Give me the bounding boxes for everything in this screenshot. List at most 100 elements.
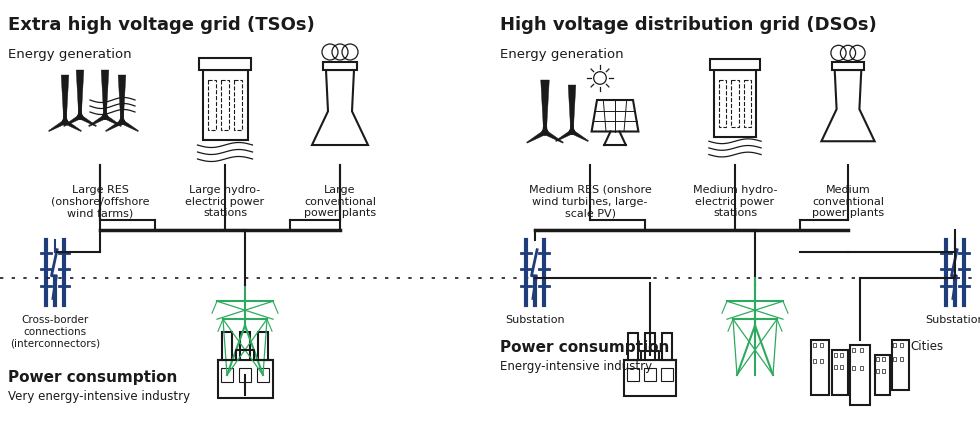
Bar [719,80,726,127]
Polygon shape [544,130,564,143]
Bar [258,332,268,360]
Polygon shape [570,113,574,132]
Polygon shape [821,70,874,141]
Bar [893,343,896,347]
Text: Medium hydro-
electric power
stations: Medium hydro- electric power stations [693,185,777,218]
Text: Cross-border
connections
(interconnectors): Cross-border connections (interconnector… [10,315,100,348]
Bar [840,353,843,357]
Bar [662,368,673,381]
Polygon shape [77,98,82,117]
Bar [628,334,638,360]
Text: Medium RES (onshore
wind turbines, large-
scale PV): Medium RES (onshore wind turbines, large… [528,185,652,218]
Circle shape [103,114,108,119]
Circle shape [542,130,548,135]
Polygon shape [79,115,96,127]
Bar [834,366,837,369]
Text: Medium
conventional
power plants: Medium conventional power plants [812,185,884,218]
Polygon shape [119,75,125,122]
Bar [812,343,815,347]
Bar [203,70,248,140]
Circle shape [63,119,68,124]
Polygon shape [76,70,84,117]
Bar [221,80,229,130]
Bar [840,366,843,369]
Bar [832,62,864,70]
Polygon shape [556,130,573,141]
Text: Very energy-intensive industry: Very energy-intensive industry [8,390,190,403]
Polygon shape [101,70,109,117]
Text: Energy generation: Energy generation [500,48,623,61]
Bar [852,366,855,370]
Polygon shape [63,103,67,122]
Text: Energy generation: Energy generation [8,48,131,61]
Polygon shape [64,115,81,127]
Bar [218,360,272,398]
Bar [710,59,760,70]
Polygon shape [526,130,546,143]
Text: Energy-intensive industry: Energy-intensive industry [500,360,652,373]
Bar [820,343,823,347]
Bar [234,80,242,130]
Bar [208,80,216,130]
Bar [624,360,676,396]
Bar [850,345,870,405]
Polygon shape [106,120,123,132]
Polygon shape [88,115,106,127]
Polygon shape [64,120,81,132]
Bar [240,332,250,360]
Polygon shape [543,111,548,132]
Bar [900,343,903,347]
Bar [257,368,269,382]
Bar [876,369,879,373]
Bar [627,368,639,381]
Bar [239,368,251,382]
Circle shape [120,119,124,124]
Bar [852,348,855,352]
Bar [874,355,890,395]
Text: Substation: Substation [925,315,980,325]
Bar [644,368,656,381]
Circle shape [569,129,574,134]
Bar [860,366,863,370]
Text: Large
conventional
power plants: Large conventional power plants [304,185,376,218]
Polygon shape [121,120,138,132]
Text: High voltage distribution grid (DSOs): High voltage distribution grid (DSOs) [500,16,877,34]
Bar [199,58,251,70]
Bar [893,357,896,361]
Bar [834,353,837,357]
Bar [713,70,757,136]
Polygon shape [103,98,107,117]
Bar [731,80,739,127]
Polygon shape [61,75,69,122]
Bar [222,332,232,360]
Bar [744,80,751,127]
Bar [900,357,903,361]
Bar [811,340,829,395]
Bar [820,359,823,363]
Bar [645,334,655,360]
Bar [892,340,908,390]
Polygon shape [104,115,122,127]
Bar [860,348,863,352]
Bar [882,369,885,373]
Bar [221,368,233,382]
Polygon shape [49,120,66,132]
Text: Power consumption: Power consumption [500,340,669,355]
Circle shape [77,114,82,119]
Bar [876,357,879,361]
Text: Large hydro-
electric power
stations: Large hydro- electric power stations [185,185,265,218]
Polygon shape [571,130,588,141]
Bar [832,350,848,395]
Polygon shape [541,80,549,132]
Text: Power consumption: Power consumption [8,370,177,385]
Bar [323,62,357,70]
Polygon shape [568,85,576,132]
Text: Cities: Cities [910,340,943,353]
Text: Substation: Substation [505,315,564,325]
Polygon shape [592,100,638,132]
Text: Large RES
(onshore/offshore
wind farms): Large RES (onshore/offshore wind farms) [51,185,149,218]
Bar [882,357,885,361]
Bar [662,334,672,360]
Bar [812,359,815,363]
Text: Extra high voltage grid (TSOs): Extra high voltage grid (TSOs) [8,16,315,34]
